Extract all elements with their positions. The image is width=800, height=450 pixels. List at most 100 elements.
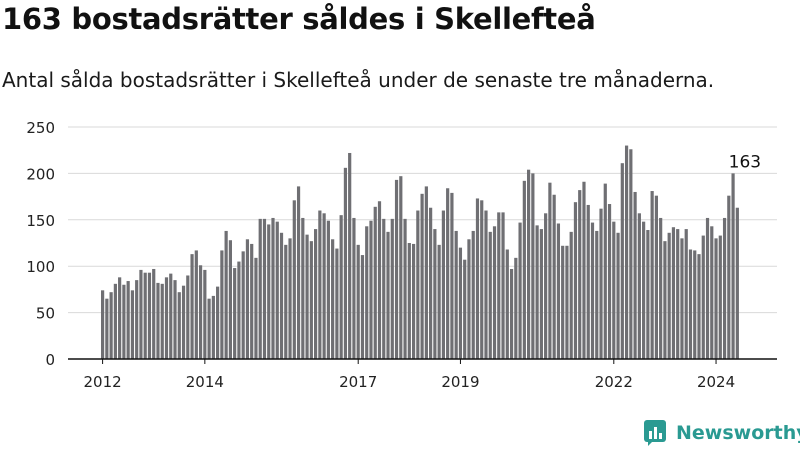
y-tick-label: 0	[45, 351, 55, 369]
bar	[113, 283, 117, 359]
bar	[322, 213, 326, 359]
bar	[544, 213, 548, 359]
bar	[467, 239, 471, 359]
bar	[275, 221, 279, 359]
bar	[514, 257, 518, 359]
bar	[527, 169, 531, 359]
bar	[731, 173, 735, 359]
bar	[654, 195, 658, 359]
bar	[181, 285, 186, 359]
bar	[433, 229, 437, 359]
bar	[578, 190, 582, 359]
bar	[565, 245, 569, 359]
bar-chart: 0 50 100 150 200 250 2012 2014 2017 2019 2022 2024 1…	[26, 119, 777, 391]
bar	[603, 183, 607, 359]
bar	[637, 213, 641, 359]
bar	[612, 221, 616, 359]
bar	[735, 207, 739, 359]
bar	[262, 218, 267, 359]
bar	[582, 181, 586, 359]
bar	[416, 210, 420, 359]
bar	[586, 204, 590, 359]
bar	[228, 240, 232, 359]
y-tick-label: 50	[36, 305, 55, 323]
bar	[697, 254, 701, 359]
bar	[437, 244, 441, 359]
bar	[343, 167, 348, 359]
brand-logo[interactable]: Newsworthy	[644, 420, 800, 446]
bar	[386, 231, 390, 359]
bar	[105, 298, 109, 359]
bar	[314, 229, 318, 359]
bar	[198, 265, 203, 359]
bar	[688, 249, 693, 359]
bar	[309, 241, 313, 359]
bar	[211, 295, 215, 359]
bar	[207, 298, 211, 359]
bar	[348, 152, 352, 359]
bar	[450, 192, 454, 359]
bar	[360, 255, 365, 359]
bar	[556, 223, 561, 359]
bar	[458, 247, 463, 359]
bar	[365, 226, 369, 359]
bar	[241, 251, 245, 359]
bar	[403, 218, 407, 359]
x-tick-label: 2022	[595, 373, 633, 391]
bar	[454, 230, 458, 359]
bar	[446, 188, 450, 359]
bar	[292, 200, 296, 359]
bar	[548, 182, 552, 359]
bar	[552, 194, 556, 359]
bar	[118, 277, 122, 359]
bar	[122, 284, 126, 359]
bar	[705, 217, 710, 359]
bar	[509, 268, 514, 359]
bar	[233, 268, 237, 359]
bar	[224, 230, 228, 359]
x-tick-label: 2024	[697, 373, 735, 391]
bar	[279, 232, 284, 359]
y-tick-label: 200	[26, 165, 55, 183]
bar	[126, 281, 130, 359]
bar	[394, 179, 399, 359]
bar	[501, 212, 505, 359]
bar	[271, 217, 275, 359]
bar	[284, 244, 288, 359]
bar	[535, 225, 539, 359]
bar	[331, 239, 335, 359]
x-tick-label: 2017	[339, 373, 377, 391]
x-tick-label: 2012	[84, 373, 122, 391]
x-tick-label: 2014	[186, 373, 224, 391]
highlight-value-label: 163	[729, 152, 761, 172]
bar	[373, 206, 377, 359]
bar	[152, 268, 156, 359]
bar	[616, 232, 620, 359]
bar	[680, 238, 684, 359]
bar	[480, 200, 484, 359]
bar	[667, 232, 671, 359]
bar	[676, 229, 680, 359]
bar	[531, 173, 535, 359]
bar	[518, 222, 522, 359]
bar	[497, 212, 501, 359]
bar	[156, 282, 160, 359]
bar	[522, 180, 526, 359]
bar	[488, 231, 492, 359]
bar	[463, 259, 467, 359]
bar	[561, 245, 565, 359]
bar	[659, 217, 663, 359]
bar	[573, 202, 578, 359]
bar	[624, 145, 629, 359]
bar	[484, 210, 488, 359]
bar	[475, 198, 480, 359]
bar	[441, 210, 445, 359]
bar	[382, 218, 386, 359]
bar	[147, 272, 152, 359]
bar	[194, 250, 198, 359]
newsworthy-logo-icon	[644, 420, 666, 446]
bar	[693, 250, 697, 359]
bar	[671, 227, 676, 359]
y-tick-label: 100	[26, 258, 55, 276]
bar	[369, 220, 373, 359]
